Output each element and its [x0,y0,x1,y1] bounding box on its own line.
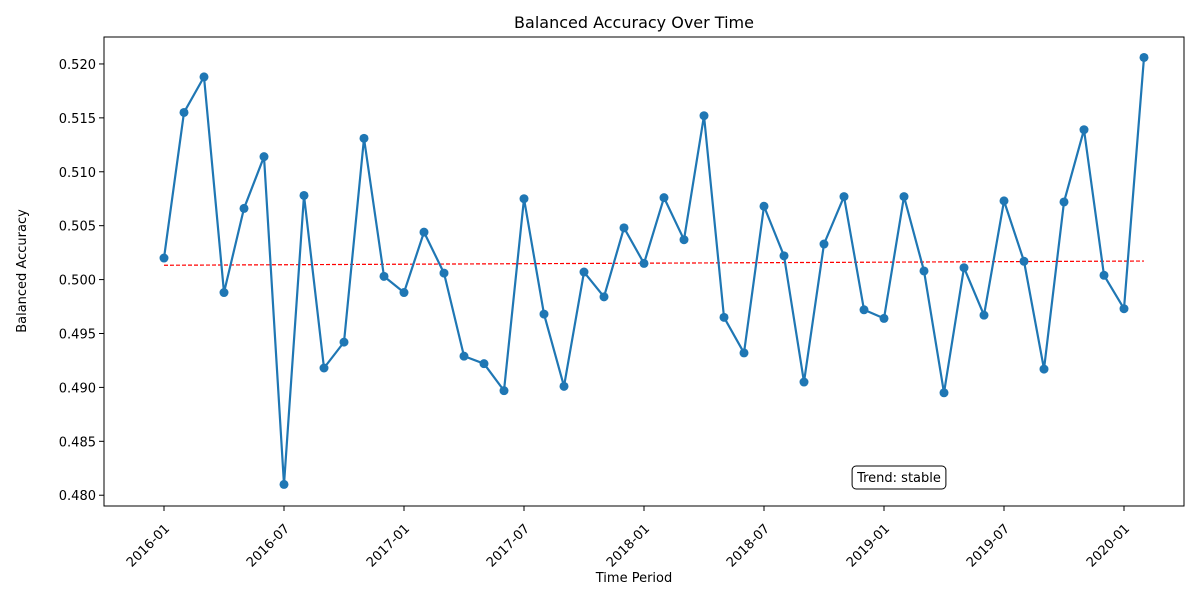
data-point [639,258,649,268]
data-point [799,377,809,387]
data-point [499,386,509,396]
data-point [859,305,869,315]
y-tick-label: 0.480 [59,489,96,504]
data-point [819,239,829,249]
data-point [539,309,549,319]
y-tick-label: 0.505 [59,220,96,235]
data-point [259,152,269,162]
data-point [419,227,429,237]
y-axis-title: Balanced Accuracy [15,209,30,333]
data-point [659,193,669,203]
y-tick-label: 0.500 [59,274,96,289]
data-point [439,268,449,278]
y-tick-label: 0.515 [59,112,96,127]
data-point [1059,197,1069,207]
y-tick-label: 0.520 [59,58,96,73]
data-point [579,267,589,277]
trend-line [163,260,1145,266]
data-point [339,337,349,347]
data-point [159,253,169,263]
data-point [1139,52,1149,62]
data-point [719,312,729,322]
y-tick-label: 0.485 [59,435,96,450]
data-point [519,194,529,204]
data-point [299,190,309,200]
data-point [779,251,789,261]
y-tick-label: 0.510 [59,166,96,181]
data-point [699,111,709,121]
data-point [219,288,229,298]
data-point [1079,125,1089,135]
data-point [479,359,489,369]
chart-title: Balanced Accuracy Over Time [514,13,754,32]
data-point [1039,364,1049,374]
data-point [279,479,289,489]
y-tick-label: 0.490 [59,381,96,396]
data-point [399,288,409,298]
data-point [759,201,769,211]
data-point [619,223,629,233]
data-point [319,363,329,373]
data-point [459,351,469,361]
data-point [739,348,749,358]
data-point [959,263,969,273]
y-axis: 0.480 0.485 0.490 0.495 0.500 0.505 0.510 0.515… [59,58,104,504]
data-point [919,266,929,276]
data-point [179,107,189,117]
annotation-box [851,465,947,490]
data-point [979,310,989,320]
data-point [599,292,609,302]
data-point [559,381,569,391]
annotation-text: Trend: stable [856,471,941,486]
trend-layer [163,260,1145,266]
data-point [359,133,369,143]
data-point [1099,270,1109,280]
data-point [199,72,209,82]
trend-annotation: Trend: stable [851,465,947,490]
data-point [379,271,389,281]
y-tick-label: 0.495 [59,327,96,342]
data-point [999,196,1009,206]
data-point [899,192,909,202]
data-point [239,203,249,213]
data-point [839,192,849,202]
data-point [1119,304,1129,314]
data-point [939,388,949,398]
data-point [1019,256,1029,266]
x-axis-title: Time Period [595,571,672,586]
data-point [679,235,689,245]
series-layer [159,52,1149,489]
data-point [879,313,889,323]
series-line [162,57,1146,486]
